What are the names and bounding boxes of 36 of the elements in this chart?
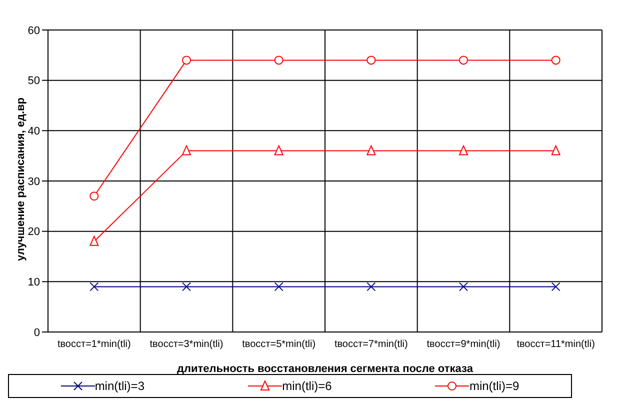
point bbox=[366, 282, 376, 292]
point bbox=[182, 282, 191, 292]
x-tick-label: tвосст=9*min(tli) bbox=[426, 339, 500, 350]
point bbox=[274, 282, 284, 292]
point bbox=[459, 145, 468, 156]
legend-label: min(tli)=3 bbox=[94, 379, 144, 393]
x-axis-title: длительность восстановления сегмента после отказа bbox=[177, 363, 474, 375]
point bbox=[366, 56, 376, 65]
y-tick-label: 0 bbox=[34, 326, 40, 339]
y-tick-label: 50 bbox=[28, 75, 40, 88]
point bbox=[90, 282, 99, 292]
y-tick-label: 30 bbox=[28, 176, 40, 188]
x-tick-label: tвосст=7*min(tli) bbox=[334, 339, 408, 350]
point bbox=[90, 192, 99, 201]
legend-label: min(tli)=6 bbox=[282, 379, 332, 393]
point bbox=[551, 282, 560, 292]
y-tick-label: 40 bbox=[28, 126, 40, 138]
point bbox=[459, 56, 468, 65]
point bbox=[182, 145, 191, 156]
point bbox=[274, 56, 284, 65]
legend-label: min(tli)=9 bbox=[469, 379, 520, 393]
y-tick-label: 60 bbox=[28, 24, 40, 37]
point bbox=[551, 145, 560, 156]
y-tick-label: 10 bbox=[28, 276, 40, 289]
y-axis-title: улучшение расписания, ед.вр bbox=[14, 97, 27, 261]
point bbox=[551, 56, 560, 65]
point bbox=[182, 56, 191, 65]
x-tick-label: tвосст=11*min(tli) bbox=[516, 339, 595, 350]
point bbox=[90, 236, 99, 246]
x-tick-label: tвосст=3*min(tli) bbox=[150, 339, 224, 350]
point bbox=[459, 282, 468, 292]
x-tick-label: tвосст=1*min(tli) bbox=[57, 339, 131, 350]
x-tick-label: tвосст=5*min(tli) bbox=[242, 339, 316, 350]
point bbox=[274, 145, 284, 156]
y-tick-label: 20 bbox=[28, 226, 40, 238]
point bbox=[366, 145, 376, 156]
